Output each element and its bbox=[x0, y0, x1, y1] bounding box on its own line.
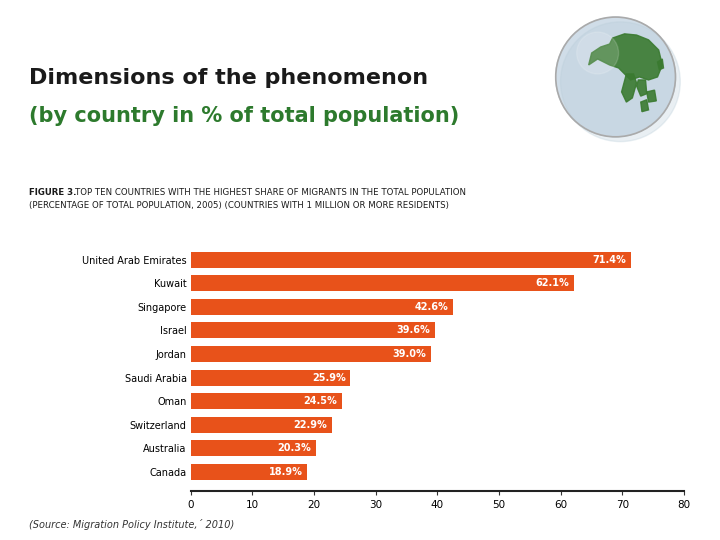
Text: 71.4%: 71.4% bbox=[593, 255, 626, 265]
Text: (PERCENTAGE OF TOTAL POPULATION, 2005) (COUNTRIES WITH 1 MILLION OR MORE RESIDEN: (PERCENTAGE OF TOTAL POPULATION, 2005) (… bbox=[29, 201, 449, 211]
Text: 22.9%: 22.9% bbox=[293, 420, 327, 430]
Text: TOP TEN COUNTRIES WITH THE HIGHEST SHARE OF MIGRANTS IN THE TOTAL POPULATION: TOP TEN COUNTRIES WITH THE HIGHEST SHARE… bbox=[75, 188, 466, 198]
Bar bbox=[191, 299, 454, 315]
Bar bbox=[191, 369, 351, 386]
Bar bbox=[191, 275, 574, 292]
Text: 18.9%: 18.9% bbox=[269, 467, 302, 477]
Text: 39.0%: 39.0% bbox=[392, 349, 426, 359]
Text: 42.6%: 42.6% bbox=[415, 302, 449, 312]
Polygon shape bbox=[636, 80, 647, 96]
Polygon shape bbox=[621, 74, 636, 102]
Text: 24.5%: 24.5% bbox=[303, 396, 337, 406]
Bar bbox=[191, 393, 342, 409]
Text: 20.3%: 20.3% bbox=[277, 443, 311, 454]
Bar bbox=[191, 322, 435, 339]
Text: FIGURE 3.: FIGURE 3. bbox=[29, 188, 79, 198]
Bar bbox=[191, 252, 631, 268]
Polygon shape bbox=[657, 59, 664, 70]
Text: Dimensions of the phenomenon: Dimensions of the phenomenon bbox=[29, 68, 428, 87]
Text: (Source: Migration Policy Institute,´ 2010): (Source: Migration Policy Institute,´ 20… bbox=[29, 519, 234, 530]
Circle shape bbox=[556, 17, 675, 137]
Bar bbox=[191, 346, 431, 362]
Text: 39.6%: 39.6% bbox=[396, 326, 430, 335]
Circle shape bbox=[560, 22, 680, 141]
Bar bbox=[191, 417, 332, 433]
Polygon shape bbox=[641, 100, 649, 112]
Circle shape bbox=[577, 32, 618, 74]
Polygon shape bbox=[647, 90, 657, 102]
Polygon shape bbox=[589, 34, 662, 80]
Bar bbox=[191, 464, 307, 480]
Text: 25.9%: 25.9% bbox=[312, 373, 346, 383]
Text: (by country in % of total population): (by country in % of total population) bbox=[29, 105, 459, 125]
Text: 62.1%: 62.1% bbox=[535, 278, 569, 288]
Bar bbox=[191, 440, 316, 456]
